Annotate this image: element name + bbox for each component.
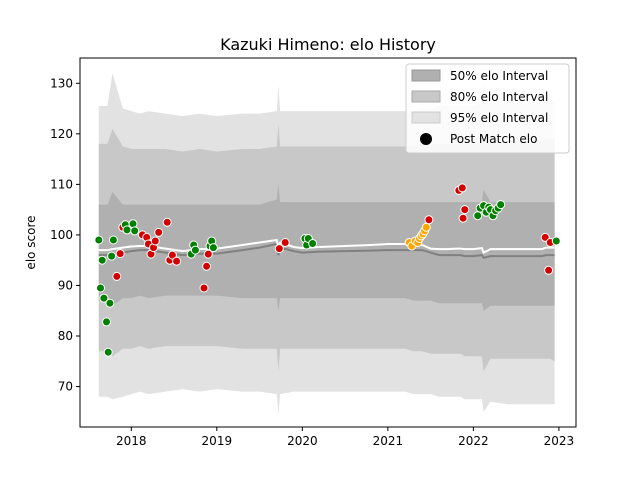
post-match-point-win xyxy=(496,200,506,210)
y-tick-label: 130 xyxy=(50,76,73,90)
y-tick-label: 100 xyxy=(50,228,73,242)
chart-title: Kazuki Himeno: elo History xyxy=(220,35,436,54)
post-match-point-win xyxy=(122,225,132,235)
post-match-point-loss xyxy=(544,265,554,275)
median-elo-line xyxy=(98,238,555,254)
y-tick-label: 110 xyxy=(50,177,73,191)
x-tick-label: 2021 xyxy=(373,434,404,448)
mean-elo-line xyxy=(98,242,555,259)
plot-frame xyxy=(79,57,577,428)
y-tick-label: 70 xyxy=(58,380,73,394)
legend-label-80: 80% elo Interval xyxy=(450,90,548,104)
post-match-point-win xyxy=(208,243,218,253)
post-match-point-recent xyxy=(421,222,431,232)
legend-marker-post-match xyxy=(420,133,432,145)
post-match-point-win xyxy=(473,211,483,221)
post-match-point-win xyxy=(308,239,318,248)
legend: 50% elo Interval 80% elo Interval 95% el… xyxy=(405,63,570,154)
post-match-point-loss xyxy=(150,236,160,246)
x-axis: 2018 2019 2020 2021 2022 2023 xyxy=(116,427,574,448)
post-match-point-win xyxy=(102,317,111,327)
post-match-point-loss xyxy=(112,271,122,281)
post-match-point-loss xyxy=(162,217,172,227)
post-match-point-loss xyxy=(458,213,468,223)
post-match-point-loss xyxy=(424,215,434,225)
x-tick-label: 2019 xyxy=(202,434,233,448)
post-match-point-win xyxy=(108,235,118,245)
post-match-point-win xyxy=(107,251,117,261)
x-tick-label: 2018 xyxy=(116,434,147,448)
y-tick-label: 120 xyxy=(50,127,73,141)
legend-swatch-50 xyxy=(411,69,441,82)
legend-swatch-95 xyxy=(411,111,441,124)
x-tick-label: 2023 xyxy=(544,434,575,448)
elo-lines xyxy=(98,238,555,259)
legend-swatch-80 xyxy=(411,90,441,103)
y-axis-label: elo score xyxy=(24,215,38,269)
post-match-point-win xyxy=(105,298,115,308)
post-match-point-loss xyxy=(172,256,182,266)
post-match-point-win xyxy=(99,293,109,303)
post-match-point-loss xyxy=(154,227,164,237)
y-tick-label: 90 xyxy=(58,278,73,292)
y-tick-label: 80 xyxy=(58,329,73,343)
legend-label-post-match: Post Match elo xyxy=(450,132,537,146)
x-tick-label: 2022 xyxy=(458,434,489,448)
legend-label-50: 50% elo Interval xyxy=(450,69,548,83)
post-match-point-loss xyxy=(460,205,470,215)
post-match-point-loss xyxy=(457,183,467,193)
post-match-point-loss xyxy=(202,261,212,271)
post-match-point-loss xyxy=(274,244,284,254)
legend-frame xyxy=(405,63,570,154)
post-match-point-win xyxy=(96,283,105,293)
post-match-point-loss xyxy=(167,250,177,260)
post-match-point-win xyxy=(551,236,561,246)
post-match-point-loss xyxy=(280,238,290,247)
post-match-point-win xyxy=(130,226,140,236)
post-match-points xyxy=(94,183,561,357)
plot-area xyxy=(94,73,561,415)
post-match-point-loss xyxy=(199,283,209,293)
post-match-point-win xyxy=(94,235,104,245)
post-match-point-win xyxy=(103,347,113,357)
post-match-point-win xyxy=(190,245,200,255)
y-axis: 70 80 90 100 110 120 130 xyxy=(50,76,80,394)
legend-label-95: 95% elo Interval xyxy=(450,111,548,125)
post-match-point-win xyxy=(97,255,107,265)
post-match-point-loss xyxy=(115,249,125,259)
x-tick-label: 2020 xyxy=(287,434,318,448)
